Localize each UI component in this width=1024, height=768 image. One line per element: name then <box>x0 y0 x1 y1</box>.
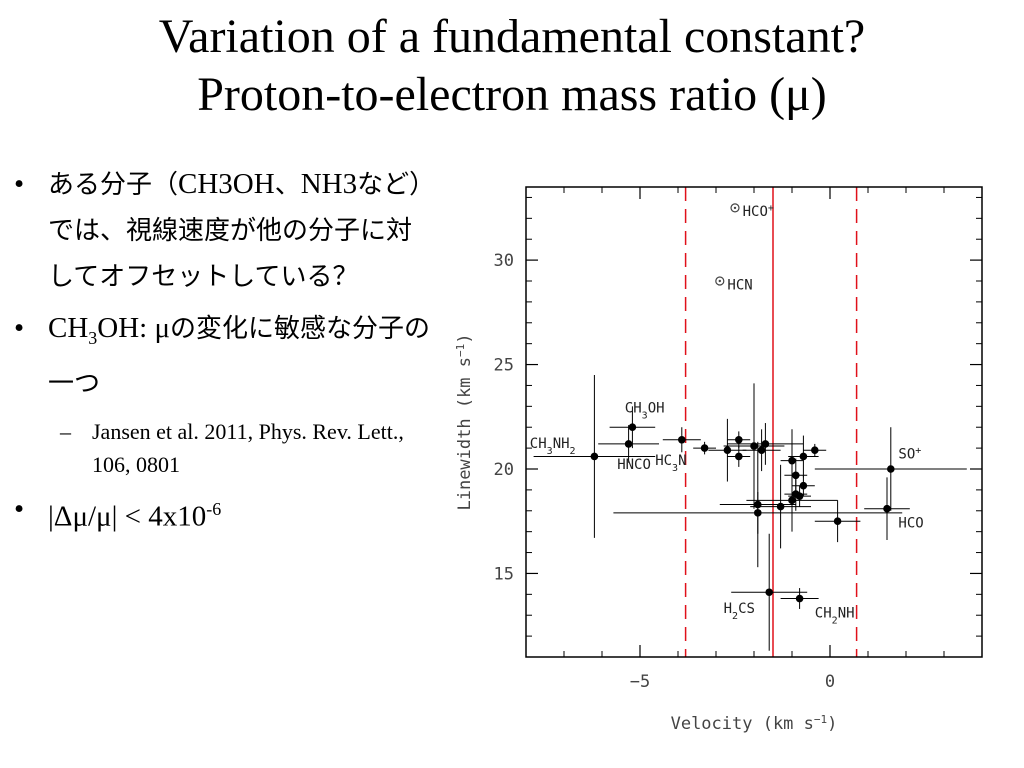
data-point <box>761 440 770 448</box>
data-point-so <box>887 465 895 473</box>
data-point <box>735 435 743 444</box>
point-label: CH3OH <box>625 401 665 422</box>
bullet3-text: |Δμ/μ| < 4x10 <box>48 500 207 533</box>
data-point <box>811 446 819 455</box>
point-labels: CH3NH2 CH3OH HNCO HC3N CH2NH H2CS SO+ HCO HCO+ HC… <box>530 203 924 626</box>
bullet2-formula-a: CH <box>48 312 89 344</box>
bullet1-sep: 、 <box>274 170 301 200</box>
data-point <box>833 517 842 526</box>
data-point-hc3n <box>678 435 686 444</box>
y-axis-label: Linewidth (km s−1) <box>454 333 476 510</box>
data-point-ch3nh2 <box>590 452 599 461</box>
bullet1-prefix: ある分子（ <box>48 170 179 200</box>
bullet-item-1: • ある分子（CH3OH、NH3など）では、視線速度が他の分子に対してオフセット… <box>14 162 434 300</box>
y-tick-label: 25 <box>494 356 514 376</box>
data-point-ch2nh <box>795 594 804 603</box>
bullet-item-2: • CH3OH: μの変化に敏感な分子の一つ <box>14 306 434 407</box>
y-tick-label: 30 <box>494 251 514 271</box>
bullet-dot: • <box>14 492 25 525</box>
bullet1-suffix: など）では、視線速度が他の分子に対してオフセットしている？ <box>48 170 423 292</box>
x-tick-label: 0 <box>825 672 835 692</box>
sub-bullet-reference: – Jansen et al. 2011, Phys. Rev. Lett., … <box>60 415 434 481</box>
data-point-h2cs <box>765 588 773 597</box>
linewidth-velocity-chart: CH3NH2 CH3OH HNCO HC3N CH2NH H2CS SO+ HCO HCO+ HC… <box>454 186 983 735</box>
data-point-hco <box>883 504 891 513</box>
point-label: HCO+ <box>743 203 774 221</box>
y-tick-label: 20 <box>494 460 514 480</box>
reference-text: Jansen et al. 2011, Phys. Rev. Lett., 10… <box>92 418 404 477</box>
data-points <box>590 203 895 603</box>
data-point-hnco <box>624 440 633 448</box>
point-label: HCO <box>898 515 923 531</box>
data-point <box>788 456 796 465</box>
bullet-item-3: • |Δμ/μ| < 4x10-6 <box>14 487 434 540</box>
point-label: CH2NH <box>815 605 855 626</box>
data-point <box>788 496 796 505</box>
data-point-hcn-center <box>718 279 721 283</box>
bullet2-suffix: の変化に敏感な分子の一つ <box>48 314 431 399</box>
bullet-dot: • <box>14 168 25 200</box>
reference-lines <box>684 187 858 657</box>
bullet1-molecules2: NH3 <box>300 168 358 200</box>
y-tick-label: 15 <box>494 564 514 584</box>
bullet2-formula-sub: 3 <box>88 327 98 348</box>
title-line-2: Proton-to-electron mass ratio (μ) <box>197 68 827 121</box>
data-point <box>723 446 732 455</box>
bullet-list: • ある分子（CH3OH、NH3など）では、視線速度が他の分子に対してオフセット… <box>14 162 434 539</box>
point-label: H2CS <box>724 601 755 622</box>
axis-ticks: −5 0 15 20 25 30 <box>494 187 983 692</box>
x-axis-label: Velocity (km s−1) <box>671 713 838 735</box>
point-label: CH3NH2 <box>530 436 576 457</box>
data-point <box>757 446 766 455</box>
x-tick-label: −5 <box>630 672 650 692</box>
data-point <box>799 481 808 490</box>
sub-bullet-dash: – <box>60 418 71 444</box>
data-point <box>754 500 762 509</box>
bullet2-formula-b: OH: μ <box>97 312 171 344</box>
data-point <box>799 452 808 461</box>
point-label: HCN <box>727 277 752 293</box>
data-point <box>776 502 785 511</box>
data-point <box>795 492 804 500</box>
bullet-dot: • <box>14 312 25 344</box>
point-label: HNCO <box>617 457 651 473</box>
point-label: HC3N <box>655 453 686 474</box>
bullet1-molecules: CH3OH <box>178 168 275 200</box>
data-point-ch3oh <box>628 423 637 432</box>
data-point <box>700 444 709 452</box>
data-point <box>735 452 743 461</box>
data-point-hco-center <box>733 206 737 210</box>
data-point <box>754 509 762 517</box>
data-point <box>792 471 800 480</box>
title-line-1: Variation of a fundamental constant? <box>158 10 866 63</box>
bullet3-exponent: -6 <box>206 498 222 519</box>
data-point <box>750 442 758 450</box>
point-label: SO+ <box>898 445 921 463</box>
slide-title: Variation of a fundamental constant? Pro… <box>0 8 1024 124</box>
